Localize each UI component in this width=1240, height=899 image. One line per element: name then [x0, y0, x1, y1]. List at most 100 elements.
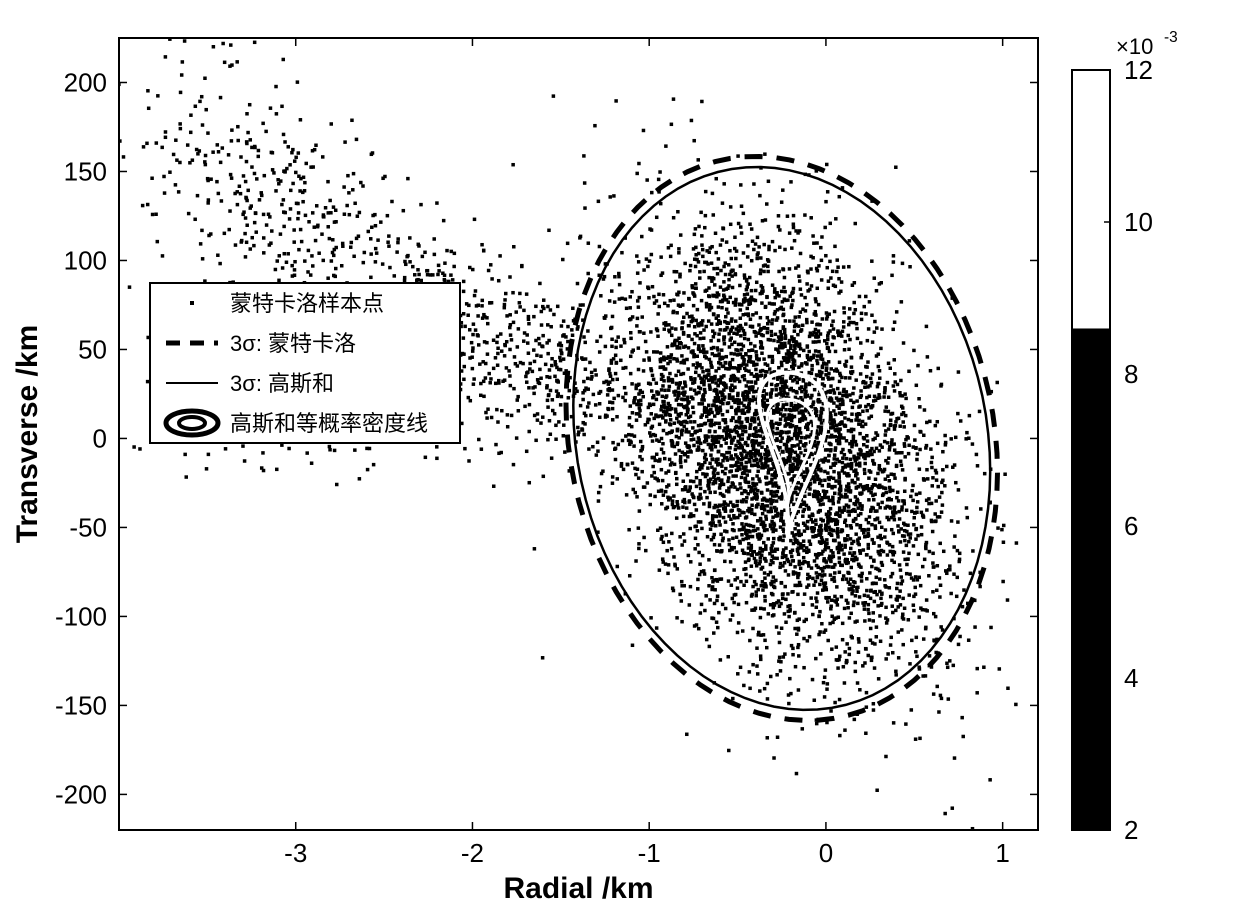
scatter-point: [880, 327, 884, 331]
scatter-point: [837, 542, 841, 546]
x-tick-label: -3: [284, 838, 307, 868]
scatter-point: [797, 457, 801, 461]
scatter-point: [905, 572, 909, 576]
scatter-point: [679, 341, 683, 345]
scatter-point: [995, 381, 999, 385]
scatter-point: [843, 607, 847, 611]
scatter-point: [724, 467, 728, 471]
scatter-point: [716, 272, 720, 276]
scatter-point: [662, 493, 666, 497]
scatter-point: [742, 511, 746, 514]
scatter-point: [704, 214, 708, 218]
scatter-point: [742, 526, 746, 530]
scatter-point: [863, 594, 867, 598]
scatter-point: [673, 270, 677, 274]
scatter-point: [855, 322, 859, 326]
scatter-point: [462, 280, 466, 284]
scatter-point: [154, 212, 158, 216]
scatter-point: [867, 603, 871, 607]
scatter-point: [761, 334, 765, 338]
scatter-point: [867, 612, 871, 616]
scatter-point: [737, 353, 741, 357]
scatter-point: [682, 291, 686, 295]
scatter-point: [1003, 472, 1007, 476]
scatter-point: [843, 453, 847, 457]
scatter-point: [747, 523, 751, 527]
scatter-point: [783, 555, 787, 559]
scatter-point: [778, 392, 782, 396]
scatter-point: [299, 228, 303, 232]
scatter-point: [956, 576, 960, 580]
scatter-point: [792, 214, 796, 218]
scatter-point: [1002, 540, 1006, 544]
scatter-point: [664, 490, 668, 494]
scatter-point: [831, 551, 835, 555]
scatter-point: [875, 509, 879, 512]
scatter-point: [727, 263, 731, 267]
scatter-point: [734, 303, 738, 307]
scatter-point: [656, 334, 660, 338]
scatter-point: [668, 414, 672, 418]
scatter-point: [745, 580, 749, 584]
scatter-point: [838, 331, 842, 335]
scatter-point: [618, 297, 622, 301]
scatter-point: [719, 321, 723, 325]
scatter-point: [815, 436, 819, 440]
scatter-point: [660, 373, 664, 377]
scatter-point: [147, 107, 151, 111]
scatter-point: [717, 339, 721, 343]
scatter-point: [763, 557, 767, 561]
scatter-point: [723, 529, 727, 533]
scatter-point: [916, 452, 920, 456]
scatter-point: [776, 735, 780, 739]
scatter-point: [689, 585, 693, 589]
scatter-point: [883, 409, 887, 413]
scatter-point: [258, 198, 262, 202]
scatter-point: [826, 520, 830, 524]
scatter-point: [928, 550, 932, 554]
scatter-point: [837, 473, 841, 477]
scatter-point: [451, 278, 455, 282]
scatter-point: [719, 269, 723, 273]
scatter-point: [768, 355, 772, 359]
scatter-point: [845, 642, 849, 646]
scatter-point: [675, 616, 679, 620]
scatter-point: [890, 274, 894, 278]
scatter-point: [486, 352, 490, 356]
scatter-point: [800, 362, 804, 366]
scatter-point: [789, 375, 793, 379]
scatter-point: [884, 606, 888, 610]
scatter-point: [794, 315, 798, 319]
scatter-point: [914, 737, 918, 741]
scatter-point: [672, 216, 676, 220]
scatter-point: [303, 259, 307, 263]
scatter-point: [949, 592, 953, 596]
scatter-point: [962, 588, 966, 592]
scatter-point: [757, 443, 761, 447]
scatter-point: [850, 412, 854, 416]
scatter-point: [895, 310, 899, 314]
scatter-point: [899, 540, 903, 544]
scatter-point: [599, 294, 603, 298]
scatter-point: [891, 328, 895, 332]
scatter-point: [546, 305, 550, 309]
scatter-point: [928, 420, 932, 424]
scatter-point: [736, 154, 740, 158]
scatter-point: [915, 527, 919, 531]
scatter-point: [805, 435, 809, 439]
scatter-point: [820, 371, 824, 375]
scatter-point: [852, 585, 856, 589]
scatter-point: [714, 504, 718, 508]
scatter-point: [818, 323, 822, 327]
scatter-point: [816, 354, 820, 358]
scatter-point: [751, 385, 755, 389]
scatter-point: [694, 371, 698, 375]
scatter-point: [752, 529, 756, 533]
scatter-point: [838, 734, 842, 738]
scatter-point: [872, 559, 876, 563]
scatter-point: [871, 372, 875, 376]
scatter-point: [367, 230, 371, 234]
scatter-point: [758, 194, 762, 198]
scatter-point: [796, 548, 800, 552]
scatter-point: [837, 551, 841, 555]
